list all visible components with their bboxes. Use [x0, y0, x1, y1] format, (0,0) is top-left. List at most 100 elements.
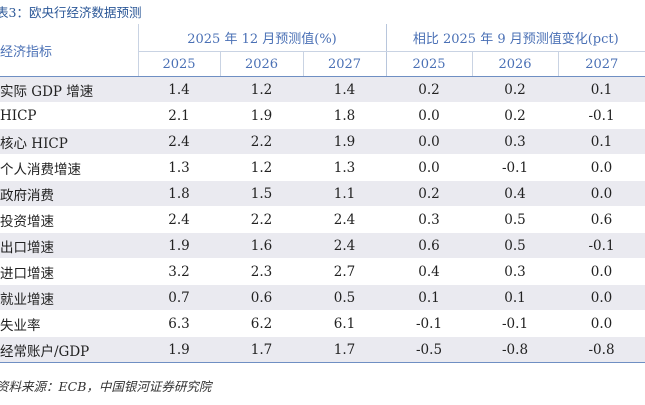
table-cell: 0.2 — [472, 76, 559, 103]
table-cell: 0.4 — [472, 180, 559, 207]
table-cell: 0.5 — [303, 284, 387, 311]
table-cell: 0.1 — [472, 284, 559, 311]
table-cell: 6.3 — [138, 310, 220, 337]
table-cell: -0.1 — [386, 310, 473, 337]
table-cell: 0.0 — [386, 102, 473, 129]
table-cell: 0.3 — [472, 258, 559, 285]
table-cell: 2.4 — [303, 206, 387, 233]
table-cell: -0.1 — [558, 102, 645, 129]
indicator-header: 经济指标 — [0, 24, 138, 77]
year-header: 2027 — [557, 51, 645, 77]
table-cell: 0.1 — [558, 76, 645, 103]
table-cell: 0.4 — [386, 258, 473, 285]
row-label: 经常账户/GDP — [0, 336, 138, 363]
table-cell: 0.0 — [558, 258, 645, 285]
table-cell: 1.2 — [220, 154, 303, 181]
table-cell: 2.3 — [220, 258, 303, 285]
table-cell: 1.5 — [220, 180, 303, 207]
row-label: 进口增速 — [0, 258, 138, 285]
change-group-header: 相比 2025 年 9 月预测值变化(pct) — [385, 24, 645, 52]
table-cell: 0.0 — [386, 128, 473, 155]
table-cell: 0.2 — [386, 180, 473, 207]
table-row: 出口增速 1.9 1.6 2.4 0.6 0.5 -0.1 — [0, 232, 645, 259]
table-cell: 1.9 — [138, 336, 220, 363]
table-cell: 1.3 — [303, 154, 387, 181]
table-cell: 0.5 — [472, 232, 559, 259]
table-cell: 2.7 — [303, 258, 387, 285]
row-label: 政府消费 — [0, 180, 138, 207]
row-label: 出口增速 — [0, 232, 138, 259]
table-cell: 1.9 — [220, 102, 303, 129]
table-cell: -0.1 — [558, 232, 645, 259]
row-label: 实际 GDP 增速 — [0, 76, 138, 103]
table-cell: 0.3 — [386, 206, 473, 233]
table-cell: 0.6 — [558, 206, 645, 233]
year-header: 2025 — [137, 51, 220, 77]
table-cell: 0.6 — [386, 232, 473, 259]
header-row-groups: 经济指标 2025 年 12 月预测值(%) 相比 2025 年 9 月预测值变… — [0, 24, 645, 77]
table-row: 个人消费增速 1.3 1.2 1.3 0.0 -0.1 0.0 — [0, 154, 645, 181]
table-cell: 2.4 — [303, 232, 387, 259]
table-cell: -0.5 — [386, 336, 473, 363]
table-row: 进口增速 3.2 2.3 2.7 0.4 0.3 0.0 — [0, 258, 645, 285]
table-cell: 0.7 — [138, 284, 220, 311]
table-cell: 1.8 — [303, 102, 387, 129]
table-cell: 1.7 — [220, 336, 303, 363]
table-cell: 1.9 — [138, 232, 220, 259]
table-cell: 2.2 — [220, 206, 303, 233]
table-cell: 1.9 — [303, 128, 387, 155]
table-cell: 0.1 — [558, 128, 645, 155]
table-cell: 1.6 — [220, 232, 303, 259]
table-cell: 0.2 — [472, 102, 559, 129]
table-cell: 1.1 — [303, 180, 387, 207]
source-note: 资料来源：ECB，中国银河证券研究院 — [0, 379, 212, 394]
table-row: 实际 GDP 增速 1.4 1.2 1.4 0.2 0.2 0.1 — [0, 76, 645, 103]
forecast-table: 经济指标 2025 年 12 月预测值(%) 相比 2025 年 9 月预测值变… — [0, 24, 645, 363]
table-cell: 1.7 — [303, 336, 387, 363]
row-label: 就业增速 — [0, 284, 138, 311]
table-cell: 0.5 — [472, 206, 559, 233]
table-row: 投资增速 2.4 2.2 2.4 0.3 0.5 0.6 — [0, 206, 645, 233]
table-cell: 0.0 — [558, 284, 645, 311]
table-cell: 1.4 — [138, 76, 220, 103]
table-cell: 1.2 — [220, 76, 303, 103]
table-row: HICP 2.1 1.9 1.8 0.0 0.2 -0.1 — [0, 102, 645, 129]
year-header: 2026 — [219, 51, 303, 77]
table-cell: 2.4 — [138, 128, 220, 155]
table-cell: 1.4 — [303, 76, 387, 103]
row-label: 核心 HICP — [0, 128, 138, 155]
table-cell: 2.2 — [220, 128, 303, 155]
table-body: 实际 GDP 增速 1.4 1.2 1.4 0.2 0.2 0.1 HICP 2.1 1.9 1.8… — [0, 76, 645, 363]
table-cell: 3.2 — [138, 258, 220, 285]
table-cell: -0.1 — [472, 310, 559, 337]
table-cell: 0.2 — [386, 76, 473, 103]
table-row: 失业率 6.3 6.2 6.1 -0.1 -0.1 0.0 — [0, 310, 645, 337]
table-cell: 0.1 — [386, 284, 473, 311]
table-cell: -0.8 — [558, 336, 645, 363]
table-cell: 0.3 — [472, 128, 559, 155]
table-cell: -0.8 — [472, 336, 559, 363]
table-row: 经常账户/GDP 1.9 1.7 1.7 -0.5 -0.8 -0.8 — [0, 336, 645, 363]
table-row: 政府消费 1.8 1.5 1.1 0.2 0.4 0.0 — [0, 180, 645, 207]
table-row: 就业增速 0.7 0.6 0.5 0.1 0.1 0.0 — [0, 284, 645, 311]
table-cell: 0.0 — [558, 310, 645, 337]
forecast-group-header: 2025 年 12 月预测值(%) — [137, 24, 387, 52]
table-cell: 6.1 — [303, 310, 387, 337]
table-cell: 2.4 — [138, 206, 220, 233]
table-row: 核心 HICP 2.4 2.2 1.9 0.0 0.3 0.1 — [0, 128, 645, 155]
header-row-years: 2025 2026 2027 2025 2026 2027 — [0, 51, 645, 77]
row-label: 投资增速 — [0, 206, 138, 233]
table-cell: 1.8 — [138, 180, 220, 207]
row-label: HICP — [0, 102, 138, 129]
table-title: 表3：欧央行经济数据预测 — [0, 5, 142, 20]
table-cell: 0.0 — [558, 180, 645, 207]
table-cell: 0.0 — [558, 154, 645, 181]
year-header: 2026 — [471, 51, 559, 77]
table-cell: -0.1 — [472, 154, 559, 181]
table-cell: 1.3 — [138, 154, 220, 181]
table-cell: 6.2 — [220, 310, 303, 337]
row-label: 个人消费增速 — [0, 154, 138, 181]
row-label: 失业率 — [0, 310, 138, 337]
year-header: 2025 — [385, 51, 473, 77]
table-cell: 2.1 — [138, 102, 220, 129]
